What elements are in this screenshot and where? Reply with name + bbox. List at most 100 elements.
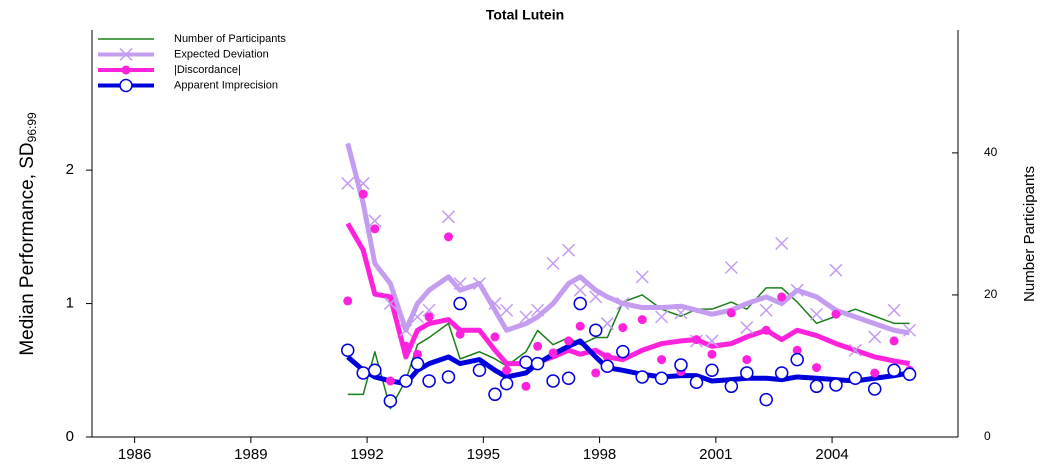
y2-axis-label: Number Participants [1021,166,1038,302]
marker-circle [340,343,355,358]
x-tick-label: 2001 [699,446,732,463]
marker-x [453,277,467,291]
marker-x [759,303,773,317]
marker-x [600,317,614,331]
legend-label: Number of Participants [174,33,286,45]
marker-x [410,310,425,324]
legend-label: Apparent Imprecision [174,79,278,91]
marker-circle [759,392,773,407]
series-line [347,287,910,410]
marker-circle [453,296,467,311]
marker-circle [399,374,413,388]
y-tick-label: 2 [66,161,74,178]
marker-x [383,297,397,311]
series-line [345,222,910,367]
legend-label: |Discordance| [174,64,241,76]
y-axis-label-sub: 96:99 [25,112,39,142]
x-tick-label: 1989 [234,446,267,463]
marker-dot [343,296,353,306]
y2-tick-label: 0 [984,429,991,443]
marker-dot [742,355,752,365]
marker-circle [530,356,545,371]
y-tick-label: 0 [66,428,74,445]
marker-dot [889,336,899,346]
marker-dot [575,321,585,331]
marker-x [887,303,901,317]
marker-x [674,306,688,320]
marker-circle [499,376,514,391]
marker-dot [637,315,647,325]
marker-x [368,214,382,228]
y-axis-label: Median Performance, SD96:99 [17,112,39,356]
marker-dot [502,365,512,375]
y2-tick-label: 40 [984,145,998,159]
marker-circle [410,356,425,371]
marker-x [635,270,649,284]
marker-circle [546,374,560,388]
marker-x [119,47,133,62]
marker-dot [792,345,802,355]
marker-dot [564,336,574,346]
marker-circle [724,379,739,394]
marker-circle [588,323,603,337]
marker-circle [356,366,370,380]
marker-dot [870,368,880,378]
marker-dot [385,376,395,386]
marker-dot [121,65,131,75]
marker-circle [600,359,615,374]
x-tick-label: 1992 [350,446,383,463]
marker-circle [705,363,719,378]
legend: Number of Participants Expected Deviation… [98,33,286,93]
chart-title: Total Lutein [486,7,564,23]
marker-dot [533,341,543,351]
marker-circle [368,363,382,378]
marker-dot [657,355,667,365]
marker-x [775,236,789,251]
marker-circle [441,370,456,384]
marker-circle [848,371,863,386]
marker-x [519,310,533,324]
marker-circle [561,371,576,386]
marker-circle [654,371,669,386]
x-tick-label: 1995 [467,446,500,463]
marker-dot [777,292,787,302]
marker-dot [691,335,701,345]
marker-dot [424,312,434,322]
marker-dot [707,349,717,359]
marker-dot [618,323,628,333]
marker-circle [488,387,502,402]
marker-x [589,290,603,304]
legend-label: Expected Deviation [174,48,269,60]
marker-x [848,343,862,357]
marker-x [705,334,719,348]
marker-circle [422,374,436,388]
marker-x [441,210,456,224]
marker-x [488,297,502,311]
marker-dot [412,349,422,359]
marker-x [829,263,843,277]
marker-dot [358,189,368,199]
marker-x [356,176,370,190]
marker-dot [761,325,771,335]
marker-x [810,307,824,321]
marker-x [531,303,545,317]
marker-circle [519,355,533,370]
marker-x [341,176,355,190]
marker-dot [831,309,841,319]
marker-circle [674,358,688,372]
marker-circle [790,352,804,367]
marker-circle [616,344,630,359]
marker-circle [635,370,649,384]
marker-circle [809,379,824,394]
marker-circle [867,382,882,396]
marker-dot [455,329,465,339]
marker-x [472,277,487,291]
series-line [346,338,910,387]
marker-circle [573,296,587,311]
marker-x [868,330,882,344]
x-tick-label: 1998 [583,446,616,463]
marker-dot [548,348,558,358]
marker-circle [829,378,843,392]
series-line [345,142,910,336]
marker-dot [370,224,380,234]
